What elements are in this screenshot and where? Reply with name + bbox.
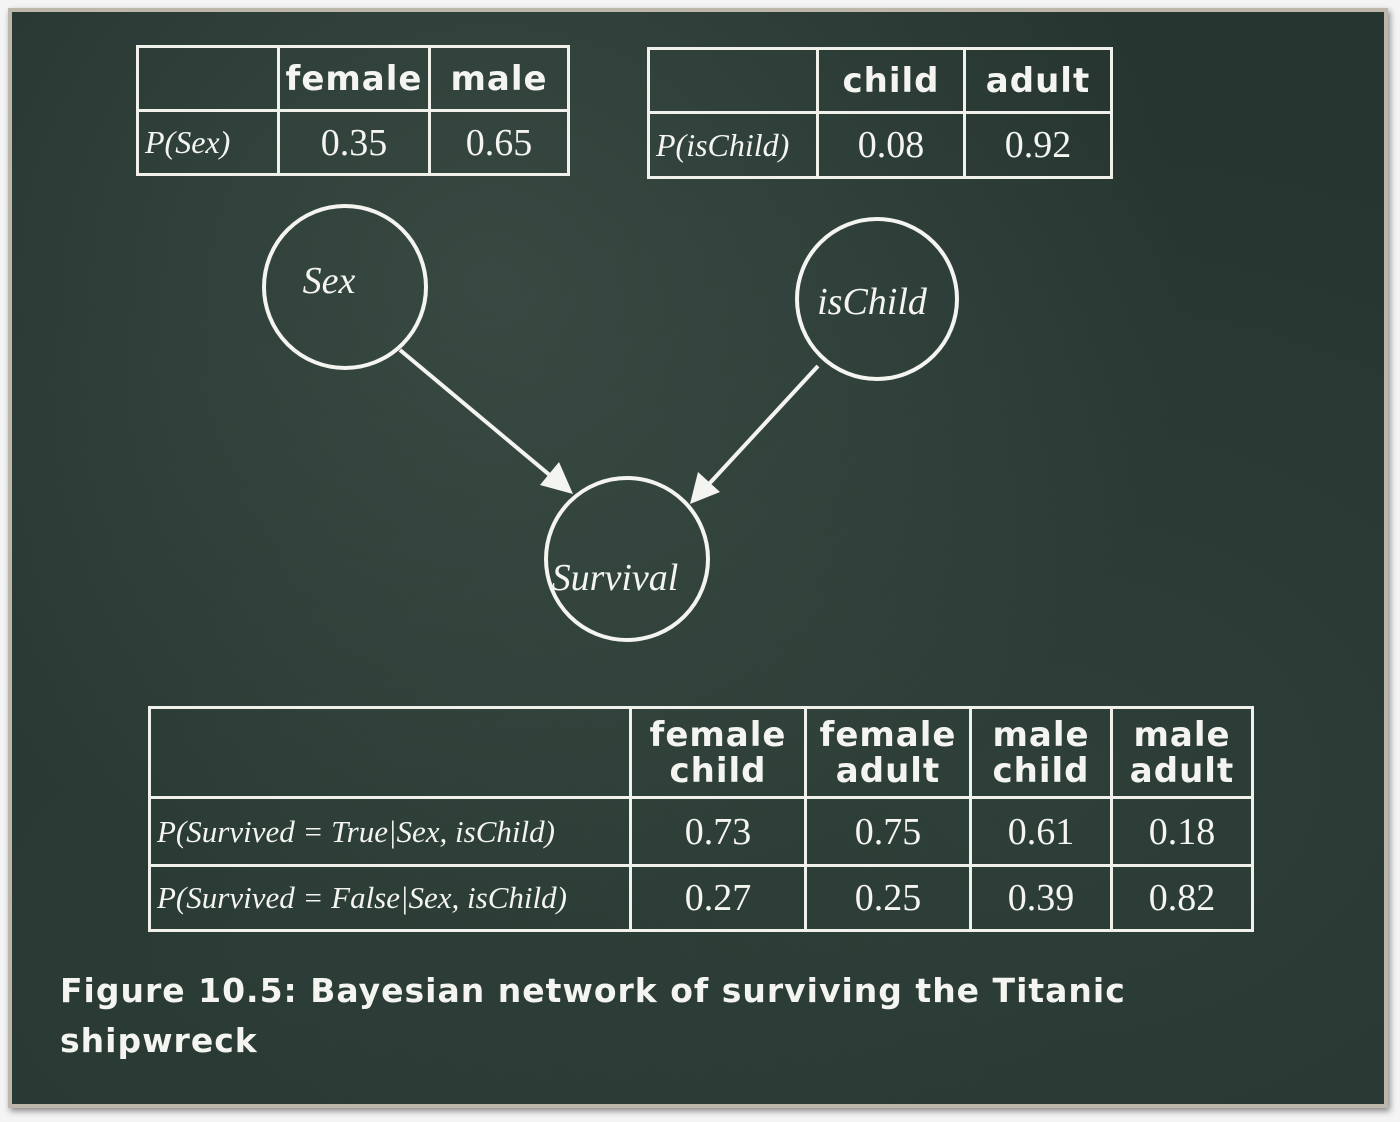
- header-line: adult: [835, 750, 941, 791]
- arrowhead-ischild-to-survival: [690, 472, 720, 504]
- value-male: 0.65: [428, 109, 570, 176]
- header-line: adult: [1129, 750, 1235, 791]
- edge-ischild-to-survival: [707, 364, 820, 486]
- value-cell: 0.25: [804, 864, 972, 932]
- header-adult: adult: [963, 47, 1113, 114]
- node-label-sex: Sex: [303, 260, 356, 302]
- edge-sex-to-survival: [398, 348, 554, 479]
- node-label-ischild: isChild: [817, 281, 928, 323]
- node-ischild: [795, 217, 959, 381]
- value-cell: 0.39: [969, 864, 1113, 932]
- node-sex: [262, 204, 428, 370]
- header-line: male: [1133, 714, 1231, 755]
- header-female-child: female child: [629, 706, 807, 799]
- header-female-adult: female adult: [804, 706, 972, 799]
- value-cell: 0.75: [804, 796, 972, 867]
- header-child: child: [816, 47, 966, 114]
- table-corner-cell: [148, 706, 632, 799]
- header-line: female: [819, 714, 957, 755]
- figure-caption: Figure 10.5: Bayesian network of survivi…: [60, 966, 1260, 1066]
- row-label-survived-true: P(Survived = True|Sex, isChild): [148, 796, 632, 867]
- header-male-child: male child: [969, 706, 1113, 799]
- header-line: female: [649, 714, 787, 755]
- node-survival: [544, 476, 710, 642]
- node-label-survival: Survival: [552, 557, 679, 599]
- survival-conditional-table: female child female adult male child mal…: [148, 706, 1254, 932]
- value-cell: 0.61: [969, 796, 1113, 867]
- table-corner-cell: [647, 47, 819, 114]
- arrowhead-sex-to-survival: [540, 462, 573, 494]
- value-adult: 0.92: [963, 111, 1113, 179]
- header-male: male: [428, 45, 570, 112]
- table-corner-cell: [136, 45, 280, 112]
- header-line: child: [669, 750, 767, 791]
- header-line: child: [992, 750, 1090, 791]
- value-cell: 0.73: [629, 796, 807, 867]
- sex-probability-table: female male P(Sex) 0.35 0.65: [136, 45, 570, 176]
- value-cell: 0.27: [629, 864, 807, 932]
- header-female: female: [277, 45, 431, 112]
- header-line: male: [992, 714, 1090, 755]
- row-label-survived-false: P(Survived = False|Sex, isChild): [148, 864, 632, 932]
- value-child: 0.08: [816, 111, 966, 179]
- value-cell: 0.18: [1110, 796, 1254, 867]
- row-label-p-sex: P(Sex): [136, 109, 280, 176]
- caption-line-1: Figure 10.5: Bayesian network of survivi…: [60, 971, 1126, 1010]
- header-male-adult: male adult: [1110, 706, 1254, 799]
- value-cell: 0.82: [1110, 864, 1254, 932]
- row-label-p-ischild: P(isChild): [647, 111, 819, 179]
- caption-line-2: shipwreck: [60, 1021, 258, 1060]
- value-female: 0.35: [277, 109, 431, 176]
- ischild-probability-table: child adult P(isChild) 0.08 0.92: [647, 47, 1113, 179]
